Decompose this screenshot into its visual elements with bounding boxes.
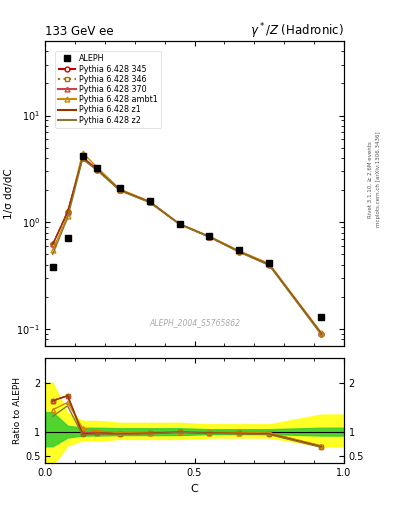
Text: 133 GeV ee: 133 GeV ee <box>45 25 114 38</box>
Text: Rivet 3.1.10, ≥ 2.6M events: Rivet 3.1.10, ≥ 2.6M events <box>367 141 373 218</box>
Legend: ALEPH, Pythia 6.428 345, Pythia 6.428 346, Pythia 6.428 370, Pythia 6.428 ambt1,: ALEPH, Pythia 6.428 345, Pythia 6.428 34… <box>55 51 162 128</box>
Text: ALEPH_2004_S5765862: ALEPH_2004_S5765862 <box>149 318 240 327</box>
Y-axis label: Ratio to ALEPH: Ratio to ALEPH <box>13 377 22 444</box>
Text: $\gamma^*/Z$ (Hadronic): $\gamma^*/Z$ (Hadronic) <box>250 22 344 41</box>
X-axis label: C: C <box>191 484 198 494</box>
Text: mcplots.cern.ch [arXiv:1306.3436]: mcplots.cern.ch [arXiv:1306.3436] <box>376 132 381 227</box>
Y-axis label: 1/σ dσ/dC: 1/σ dσ/dC <box>4 168 14 219</box>
